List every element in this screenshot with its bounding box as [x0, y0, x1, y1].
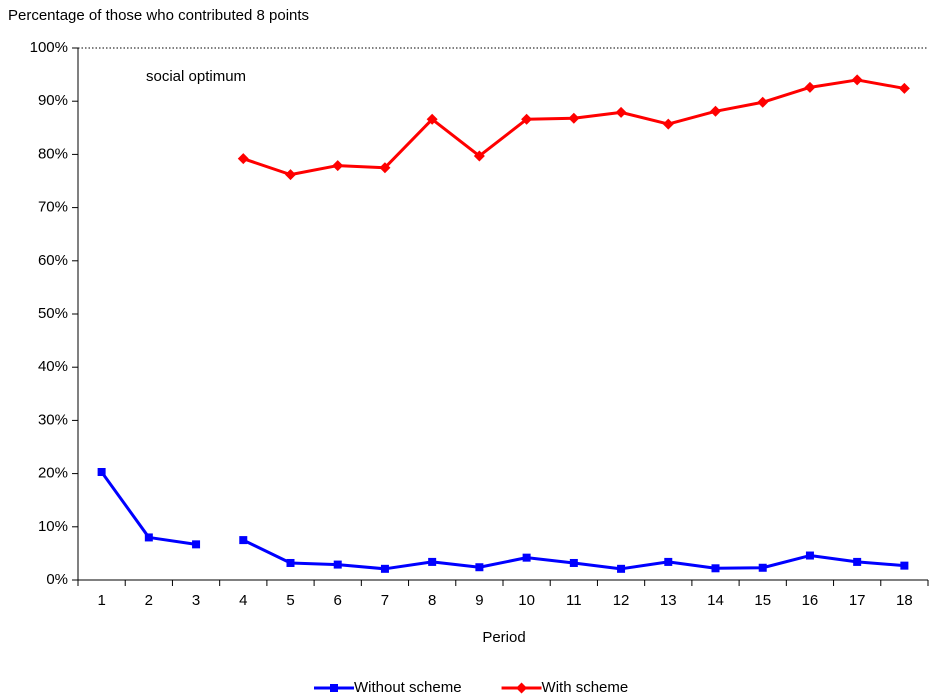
data-point: [758, 563, 767, 572]
data-point: [239, 536, 248, 545]
data-point: [237, 153, 249, 165]
y-tick-label: 100%: [30, 39, 68, 56]
data-point: [853, 557, 862, 566]
y-tick-label: 40%: [38, 358, 68, 375]
data-point: [568, 112, 580, 124]
y-tick-label: 50%: [38, 305, 68, 322]
y-tick-label: 20%: [38, 465, 68, 482]
data-point: [710, 105, 721, 117]
x-tick-label: 6: [334, 592, 342, 609]
data-point: [569, 558, 578, 567]
legend-label: With scheme: [542, 679, 629, 696]
x-tick-label: 8: [428, 592, 436, 609]
y-tick-label: 60%: [38, 252, 68, 269]
data-point: [333, 560, 342, 569]
data-point: [144, 533, 153, 542]
legend-marker: [330, 684, 338, 692]
data-point: [426, 113, 438, 125]
data-point: [192, 540, 201, 549]
x-tick-label: 13: [660, 592, 677, 609]
data-point: [97, 468, 106, 477]
data-point: [379, 162, 391, 174]
series-line: [242, 78, 905, 177]
data-point: [662, 118, 674, 130]
data-point: [851, 74, 863, 86]
x-tick-label: 16: [802, 592, 819, 609]
x-tick-label: 12: [613, 592, 630, 609]
data-point: [475, 563, 484, 572]
data-point: [711, 564, 720, 573]
x-tick-label: 15: [754, 592, 771, 609]
y-tick-label: 0%: [46, 571, 68, 588]
x-tick-label: 18: [896, 592, 913, 609]
data-point: [664, 557, 673, 566]
x-tick-label: 10: [518, 592, 535, 609]
x-tick-label: 7: [381, 592, 389, 609]
data-point: [900, 561, 909, 570]
y-tick-label: 30%: [38, 411, 68, 428]
annotation: social optimum: [146, 68, 246, 85]
data-point: [898, 82, 910, 94]
x-tick-label: 1: [97, 592, 105, 609]
data-point: [757, 96, 769, 108]
y-tick-label: 70%: [38, 199, 68, 216]
x-tick-label: 11: [566, 592, 582, 609]
y-tick-label: 80%: [38, 145, 68, 162]
data-point: [521, 113, 533, 125]
data-point: [617, 564, 626, 573]
data-point: [473, 150, 485, 162]
x-tick-label: 4: [239, 592, 247, 609]
legend-marker: [516, 682, 528, 694]
x-tick-label: 14: [707, 592, 724, 609]
data-point: [286, 558, 295, 567]
data-point: [522, 553, 531, 562]
data-point: [285, 169, 296, 181]
x-tick-label: 3: [192, 592, 200, 609]
x-tick-label: 5: [286, 592, 294, 609]
x-tick-label: 2: [145, 592, 153, 609]
data-point: [804, 81, 816, 93]
x-axis-title: Period: [482, 629, 525, 646]
legend-label: Without scheme: [354, 679, 462, 696]
y-axis-title: Percentage of those who contributed 8 po…: [8, 7, 309, 24]
x-tick-label: 17: [849, 592, 866, 609]
data-point: [805, 551, 814, 560]
x-tick-label: 9: [475, 592, 483, 609]
data-point: [615, 106, 627, 118]
data-point: [428, 557, 437, 566]
y-tick-label: 90%: [38, 92, 68, 109]
data-point: [332, 160, 344, 172]
y-tick-label: 10%: [38, 518, 68, 535]
data-point: [380, 564, 389, 573]
